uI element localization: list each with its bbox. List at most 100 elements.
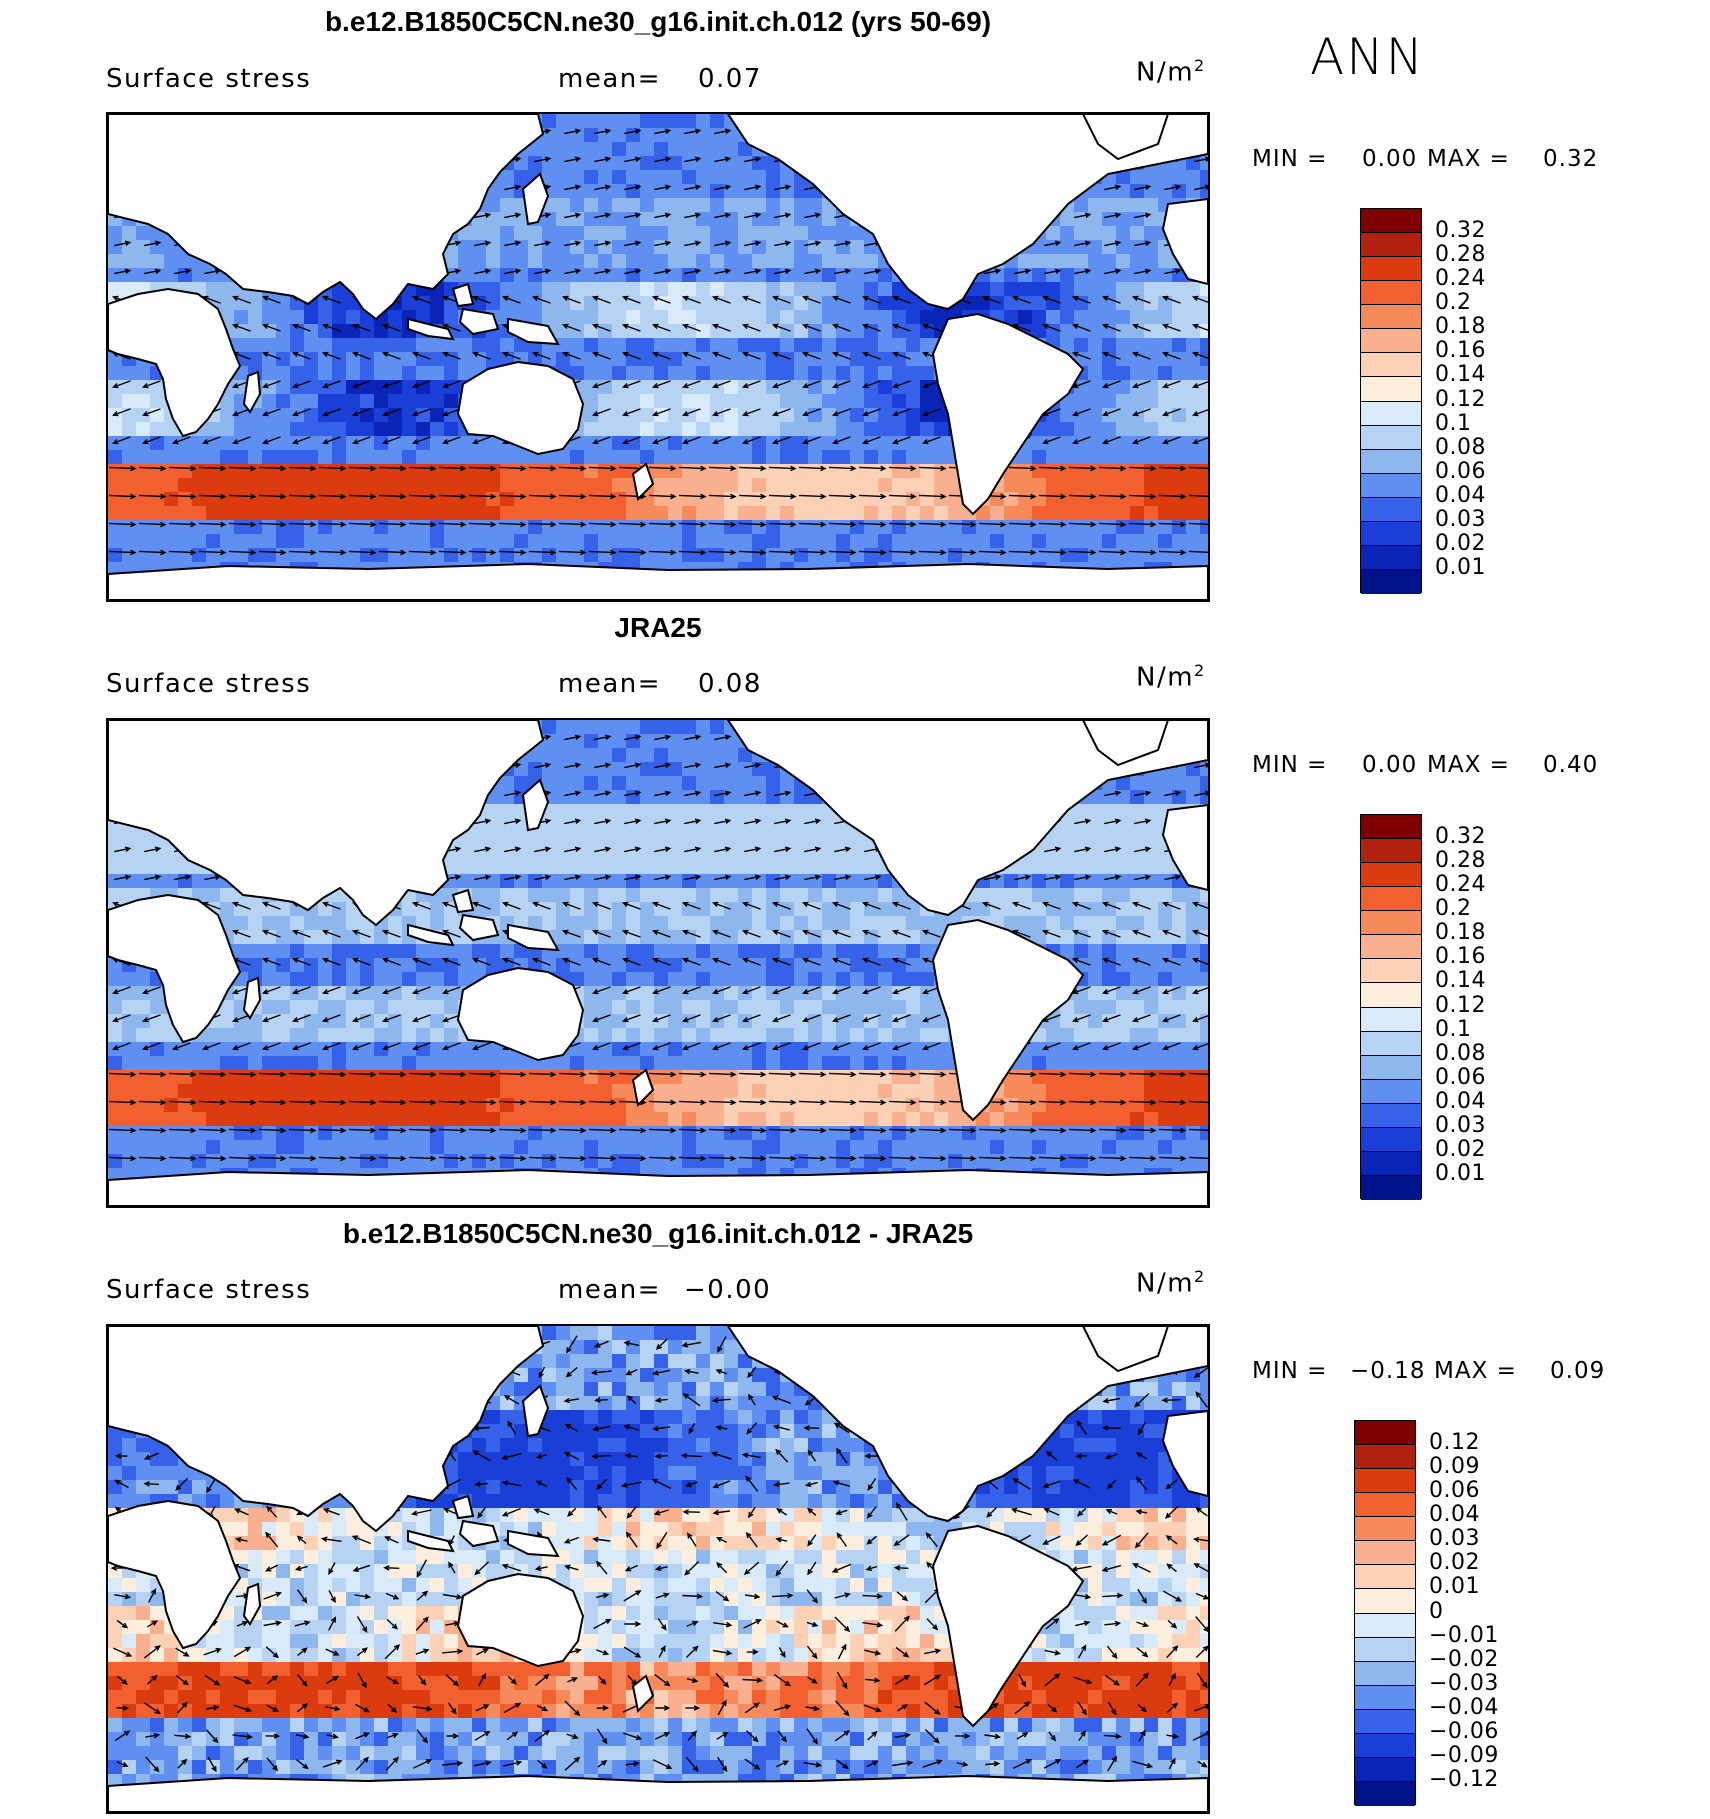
vector-arrow [1071,986,1091,995]
vector-arrow [468,465,497,472]
vector-arrow [681,929,701,938]
vector-arrow [1101,380,1121,389]
vector-arrow [1043,1758,1062,1769]
vector-arrow [831,323,851,332]
vector-arrow [686,1645,699,1658]
vector-arrow [806,1621,819,1627]
coastline [108,562,1208,600]
vector-arrow [1068,1071,1097,1078]
vector-arrow [651,295,671,304]
vector-arrow [684,734,702,741]
vector-arrow [918,1099,947,1106]
vector-arrow [651,1014,671,1023]
vector-arrow [468,493,497,500]
vector-arrow [266,1675,279,1685]
colorbar-segment [1361,983,1421,1008]
vector-arrow [624,268,642,275]
vector-arrow [1074,240,1092,247]
vector-arrow [438,465,467,472]
colorbar-segment [1355,1541,1415,1566]
vector-arrow [441,957,461,966]
vector-arrow [351,408,371,417]
vector-arrow [623,1340,640,1347]
vector-arrow [1131,1014,1151,1023]
vector-arrow [1101,1425,1121,1431]
vector-arrow [1161,351,1181,360]
variable-label: Surface stress [106,669,312,699]
vector-arrow [621,1014,641,1023]
vector-arrow [1104,268,1122,275]
vector-arrow [804,212,822,219]
vector-arrow [411,1509,432,1516]
vector-arrow [591,986,611,995]
colorbar-tick-label: 0.16 [1435,944,1486,970]
vector-arrow [1191,987,1208,995]
map-diff [106,1324,1210,1814]
vector-arrow [651,436,671,445]
vector-arrow [1071,901,1091,910]
vector-arrow [534,1565,548,1572]
vector-arrow [921,929,941,938]
coastline [407,1529,455,1553]
vector-arrow [503,1395,520,1405]
vector-arrow [1195,1645,1208,1659]
vector-arrow [681,295,701,304]
vector-arrow [228,1099,257,1106]
vector-arrow [564,268,582,275]
vector-arrow [381,436,401,445]
vector-arrow [978,1127,1007,1134]
vector-arrow [1071,295,1091,304]
vector-arrow [474,212,492,219]
vector-arrow [504,240,522,247]
vector-arrow [688,1422,696,1435]
vector-arrow [1075,1620,1091,1627]
vector-arrow [861,380,881,389]
vector-arrow [1042,1480,1061,1488]
vector-arrow [804,874,822,881]
vector-arrow [147,1674,158,1685]
coastline [521,1384,550,1438]
vector-arrow [835,1447,848,1464]
colorbar-segment [1361,545,1421,570]
max-value: 0.32 [1543,146,1599,172]
season-label: ANN [1310,28,1426,86]
vector-arrow [891,957,911,966]
vector-arrow [1188,550,1208,553]
vector-arrow [261,901,281,910]
vector-arrow [715,1672,730,1688]
vector-arrow [501,1480,521,1487]
vector-arrow [1137,1421,1147,1436]
vector-arrow [834,1592,851,1599]
min-value: −0.18 [1350,1358,1426,1384]
vector-arrow [771,351,791,360]
vector-arrow [321,957,341,966]
colorbar-tick-label: 0.04 [1435,1088,1486,1114]
colorbar-segment [1361,377,1421,402]
vector-arrow [356,1647,368,1657]
vector-arrow [834,240,852,247]
colorbar-tick-label: 0.09 [1429,1454,1480,1480]
vector-arrow [984,1733,1002,1740]
vector-arrow [1163,1590,1183,1602]
vector-arrow [1136,1647,1149,1658]
vector-arrow [564,212,582,219]
vector-arrow [1104,240,1122,247]
vector-arrow [235,1537,248,1543]
vector-arrow [1135,1509,1148,1515]
vector-arrow [138,1099,167,1106]
vector-arrow [831,1014,851,1023]
vector-arrow [654,846,672,853]
vector-arrow [893,1534,910,1547]
vector-arrow [618,1155,647,1162]
vector-arrow [651,901,671,910]
vector-arrow [138,549,167,556]
vector-arrow [708,1071,737,1078]
vector-arrow [654,790,672,797]
vector-arrow [441,436,461,445]
vector-arrow [834,1730,851,1742]
vector-arrow [296,1759,309,1770]
vector-arrow [1068,493,1097,500]
vector-arrow [1042,1535,1061,1545]
vector-arrow [648,1127,677,1134]
coastline [108,1774,1208,1812]
